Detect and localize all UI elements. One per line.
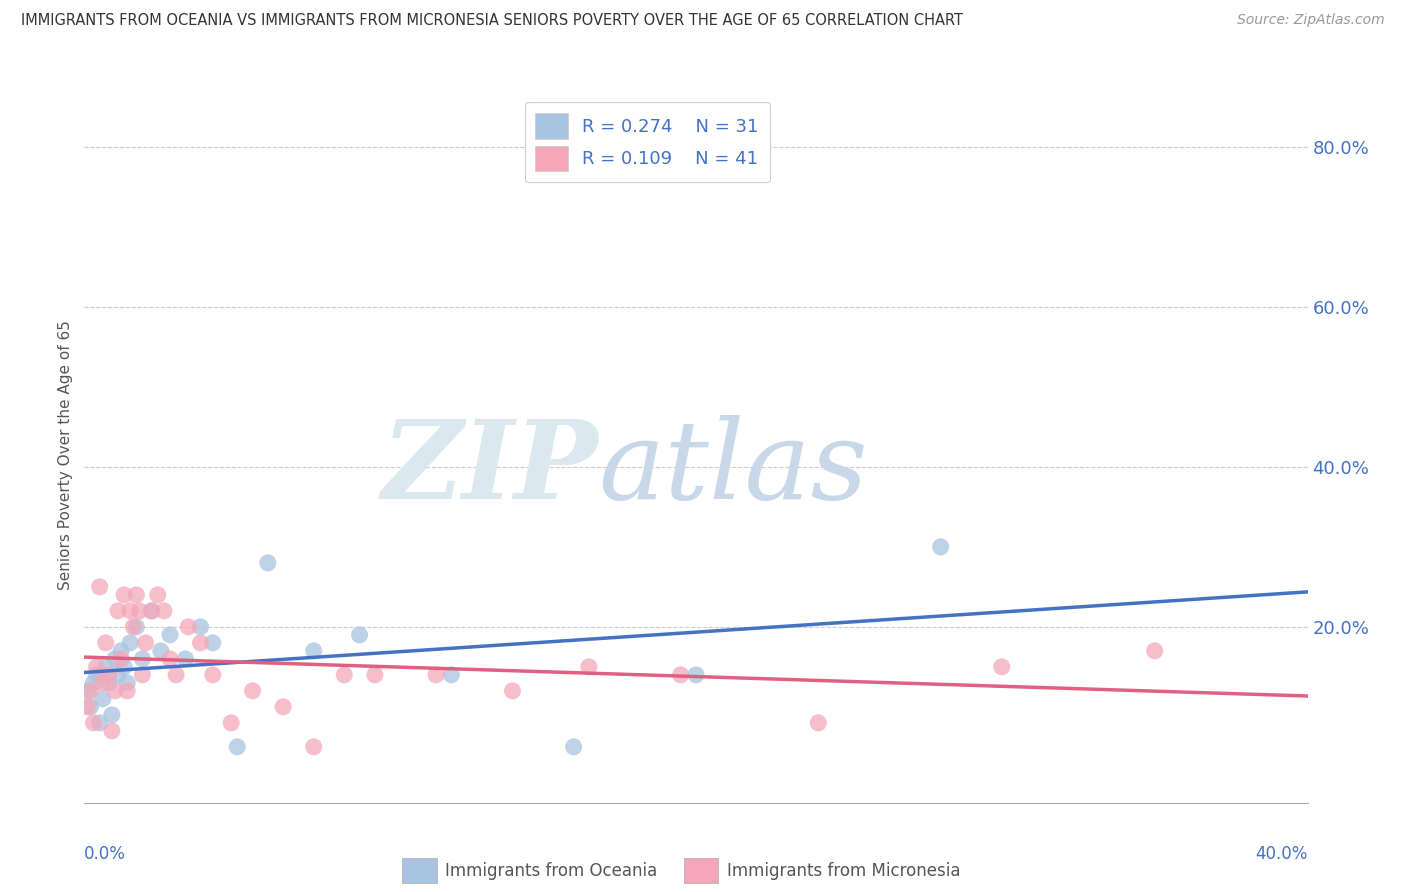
Point — [125, 620, 148, 634]
Point — [112, 660, 135, 674]
Point — [669, 668, 692, 682]
Point — [107, 604, 129, 618]
Point — [190, 636, 212, 650]
Point — [76, 699, 98, 714]
Point — [219, 715, 242, 730]
Point — [991, 660, 1014, 674]
Point — [929, 540, 952, 554]
Point — [79, 683, 101, 698]
Point — [578, 660, 600, 674]
Point — [91, 691, 114, 706]
Text: 40.0%: 40.0% — [1256, 845, 1308, 863]
Point — [159, 628, 181, 642]
Point — [94, 636, 117, 650]
Point — [86, 668, 108, 682]
Point — [110, 644, 132, 658]
Text: Immigrants from Oceania: Immigrants from Oceania — [446, 862, 658, 880]
Point — [101, 723, 124, 738]
Point — [89, 580, 111, 594]
Point — [141, 604, 163, 618]
Point — [190, 620, 212, 634]
Point — [153, 604, 176, 618]
Point — [159, 652, 181, 666]
Text: 0.0%: 0.0% — [84, 845, 127, 863]
Point — [97, 676, 120, 690]
Point — [1143, 644, 1166, 658]
Point — [86, 660, 108, 674]
Point — [83, 715, 105, 730]
Text: ZIP: ZIP — [381, 415, 598, 523]
Point — [128, 604, 150, 618]
Point — [120, 636, 142, 650]
Point — [83, 676, 105, 690]
Point — [177, 620, 200, 634]
Point — [122, 620, 145, 634]
Point — [502, 683, 524, 698]
FancyBboxPatch shape — [402, 858, 437, 883]
Text: atlas: atlas — [598, 415, 868, 523]
Point — [562, 739, 585, 754]
Point — [201, 668, 224, 682]
Point — [201, 636, 224, 650]
Point — [107, 668, 129, 682]
Point — [242, 683, 264, 698]
Point — [97, 668, 120, 682]
Point — [131, 668, 153, 682]
Point — [257, 556, 280, 570]
Point — [149, 644, 172, 658]
Point — [685, 668, 707, 682]
Point — [141, 604, 163, 618]
Point — [104, 683, 127, 698]
Point — [302, 739, 325, 754]
Point — [135, 636, 157, 650]
Legend: R = 0.274    N = 31, R = 0.109    N = 41: R = 0.274 N = 31, R = 0.109 N = 41 — [524, 103, 769, 182]
Point — [364, 668, 387, 682]
Text: Immigrants from Micronesia: Immigrants from Micronesia — [727, 862, 960, 880]
Point — [79, 699, 101, 714]
Point — [120, 604, 142, 618]
Point — [104, 652, 127, 666]
Point — [112, 588, 135, 602]
Point — [165, 668, 187, 682]
Point — [174, 652, 197, 666]
Text: Source: ZipAtlas.com: Source: ZipAtlas.com — [1237, 13, 1385, 28]
Point — [76, 683, 98, 698]
Point — [302, 644, 325, 658]
Point — [807, 715, 830, 730]
Point — [94, 660, 117, 674]
Point — [91, 676, 114, 690]
Point — [425, 668, 447, 682]
FancyBboxPatch shape — [683, 858, 718, 883]
Point — [146, 588, 169, 602]
Text: IMMIGRANTS FROM OCEANIA VS IMMIGRANTS FROM MICRONESIA SENIORS POVERTY OVER THE A: IMMIGRANTS FROM OCEANIA VS IMMIGRANTS FR… — [21, 13, 963, 29]
Point — [125, 588, 148, 602]
Point — [110, 652, 132, 666]
Point — [131, 652, 153, 666]
Point — [101, 707, 124, 722]
Point — [440, 668, 463, 682]
Y-axis label: Seniors Poverty Over the Age of 65: Seniors Poverty Over the Age of 65 — [58, 320, 73, 590]
Point — [271, 699, 294, 714]
Point — [89, 715, 111, 730]
Point — [115, 683, 138, 698]
Point — [115, 676, 138, 690]
Point — [333, 668, 356, 682]
Point — [226, 739, 249, 754]
Point — [349, 628, 371, 642]
